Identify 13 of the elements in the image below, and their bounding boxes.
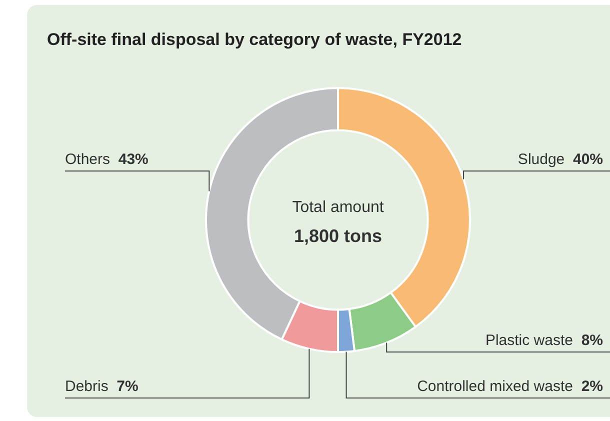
data-label: 7% bbox=[116, 378, 138, 395]
data-label: 40% bbox=[572, 151, 604, 168]
slice-label: Plastic waste bbox=[485, 332, 573, 349]
chart-title: Off-site final disposal by category of waste, FY2012 bbox=[47, 30, 462, 50]
data-label: 8% bbox=[581, 332, 604, 349]
slice-label: Others bbox=[65, 151, 110, 168]
slice-label: Debris bbox=[65, 378, 108, 395]
slice-label: Controlled mixed waste bbox=[417, 378, 573, 395]
data-label: 2% bbox=[581, 378, 604, 395]
data-label: 43% bbox=[118, 151, 148, 168]
text: Total amount bbox=[292, 199, 384, 216]
text: 1,800 tons bbox=[294, 226, 382, 246]
slice-label: Sludge bbox=[518, 151, 565, 168]
